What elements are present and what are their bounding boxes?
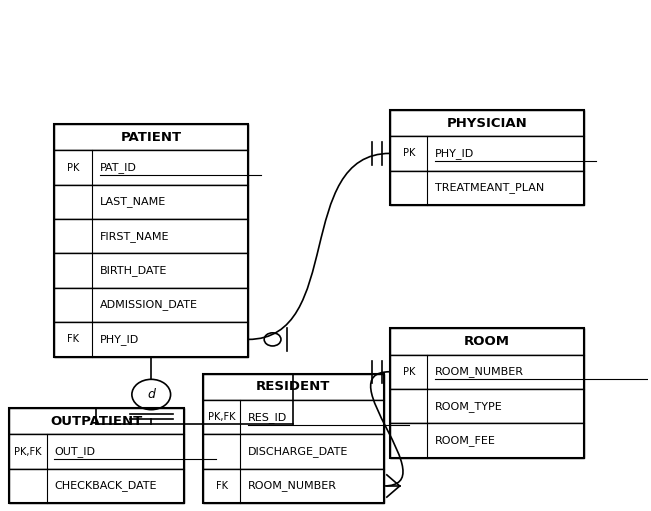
Bar [9,408,184,503]
Text: CHECKBACK_DATE: CHECKBACK_DATE [55,480,157,492]
Bar [9,408,184,434]
Bar [390,110,584,136]
Text: DISCHARGE_DATE: DISCHARGE_DATE [248,446,348,457]
Text: PK: PK [402,148,415,158]
Text: BIRTH_DATE: BIRTH_DATE [100,265,167,276]
Bar [9,434,184,469]
Bar [390,389,584,423]
Text: RESIDENT: RESIDENT [256,380,331,393]
Text: OUTPATIENT: OUTPATIENT [50,415,143,428]
Bar [55,150,248,185]
Bar [55,253,248,288]
Text: PK,FK: PK,FK [208,412,235,422]
Bar [203,469,383,503]
Bar [55,288,248,322]
Text: PK: PK [67,162,79,173]
Bar [55,219,248,253]
Text: d: d [147,388,155,401]
Bar [55,124,248,150]
Text: RES_ID: RES_ID [248,412,287,423]
Bar [203,434,383,469]
Text: FK: FK [215,481,228,491]
Text: ROOM_TYPE: ROOM_TYPE [436,401,503,411]
Bar [390,328,584,458]
Text: PHY_ID: PHY_ID [100,334,139,345]
Bar [390,136,584,171]
Text: PAT_ID: PAT_ID [100,162,137,173]
Bar [55,185,248,219]
Text: ROOM_NUMBER: ROOM_NUMBER [248,480,337,492]
Bar [203,374,383,400]
Text: PATIENT: PATIENT [120,131,182,144]
Text: ROOM_FEE: ROOM_FEE [436,435,496,446]
Text: OUT_ID: OUT_ID [55,446,96,457]
Bar [9,469,184,503]
Bar [390,355,584,389]
Text: LAST_NAME: LAST_NAME [100,196,166,207]
Bar [203,374,383,503]
Text: FK: FK [67,334,79,344]
Bar [390,110,584,205]
Bar [55,124,248,357]
Text: PK: PK [402,367,415,377]
Text: FIRST_NAME: FIRST_NAME [100,231,169,242]
Text: PHY_ID: PHY_ID [436,148,475,159]
Text: TREATMEANT_PLAN: TREATMEANT_PLAN [436,182,544,193]
Bar [390,423,584,458]
Text: PHYSICIAN: PHYSICIAN [447,117,527,130]
Text: ADMISSION_DATE: ADMISSION_DATE [100,299,198,311]
Text: ROOM: ROOM [464,335,510,348]
Text: ROOM_NUMBER: ROOM_NUMBER [436,366,524,377]
Text: PK,FK: PK,FK [14,447,42,457]
Bar [390,328,584,355]
Bar [55,322,248,357]
Bar [203,400,383,434]
Bar [390,171,584,205]
